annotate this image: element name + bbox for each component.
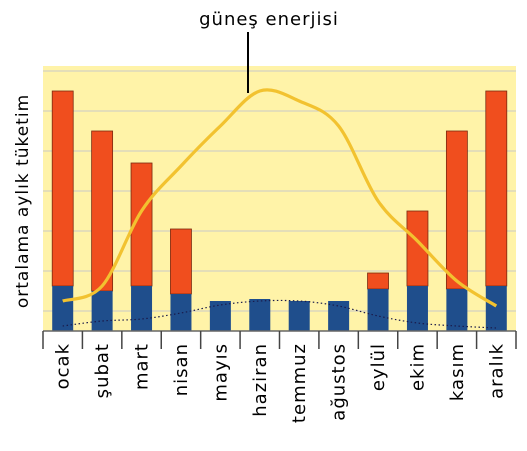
x-tick-label: ocak: [53, 343, 74, 389]
x-ticks: ocak şubat mart nisan mayıs haziran temmuz ağus…: [42, 331, 517, 423]
x-tick-label: şubat: [92, 343, 113, 398]
bar-segment-base: [209, 301, 231, 331]
x-tick-label: aralık: [486, 343, 507, 399]
bar-segment-top: [51, 90, 74, 287]
x-tick-label: temmuz: [289, 343, 310, 423]
bar-segment-base: [131, 286, 153, 331]
x-tick-label: mayıs: [210, 343, 231, 402]
plot-background: [43, 66, 516, 331]
bar-segment-base: [249, 299, 271, 331]
bar-segment-top: [485, 90, 508, 287]
bar-segment-base: [288, 301, 310, 331]
bar-segment-base: [367, 289, 389, 331]
bar-segment-base: [52, 286, 74, 331]
annotation-label: güneş enerjisi: [199, 9, 339, 30]
x-tick-label: haziran: [250, 343, 271, 417]
x-tick-label: mart: [132, 343, 153, 390]
x-tick-label: eylül: [368, 343, 389, 391]
bar-segment-top: [367, 272, 389, 290]
bar-segment-top: [170, 228, 192, 295]
bar-segment-top: [91, 130, 114, 292]
bar-segment-top: [445, 130, 468, 290]
bar-segment-base: [485, 286, 507, 331]
bar-segment-base: [170, 294, 192, 331]
y-axis-label: ortalama aylık tüketim: [13, 94, 33, 308]
x-tick-label: nisan: [171, 343, 192, 396]
bar-segment-base: [446, 289, 468, 331]
solar-energy-line: [62, 88, 498, 308]
x-tick-label: kasım: [447, 343, 468, 401]
x-tick-label: ağustos: [329, 343, 350, 421]
bars: [51, 90, 508, 331]
gridlines: [43, 70, 516, 312]
bar-segment-base: [91, 291, 113, 331]
bar-segment-base: [328, 301, 350, 331]
lines: [62, 88, 498, 329]
x-tick-label: ekim: [407, 343, 428, 391]
bar-segment-base: [406, 286, 428, 331]
